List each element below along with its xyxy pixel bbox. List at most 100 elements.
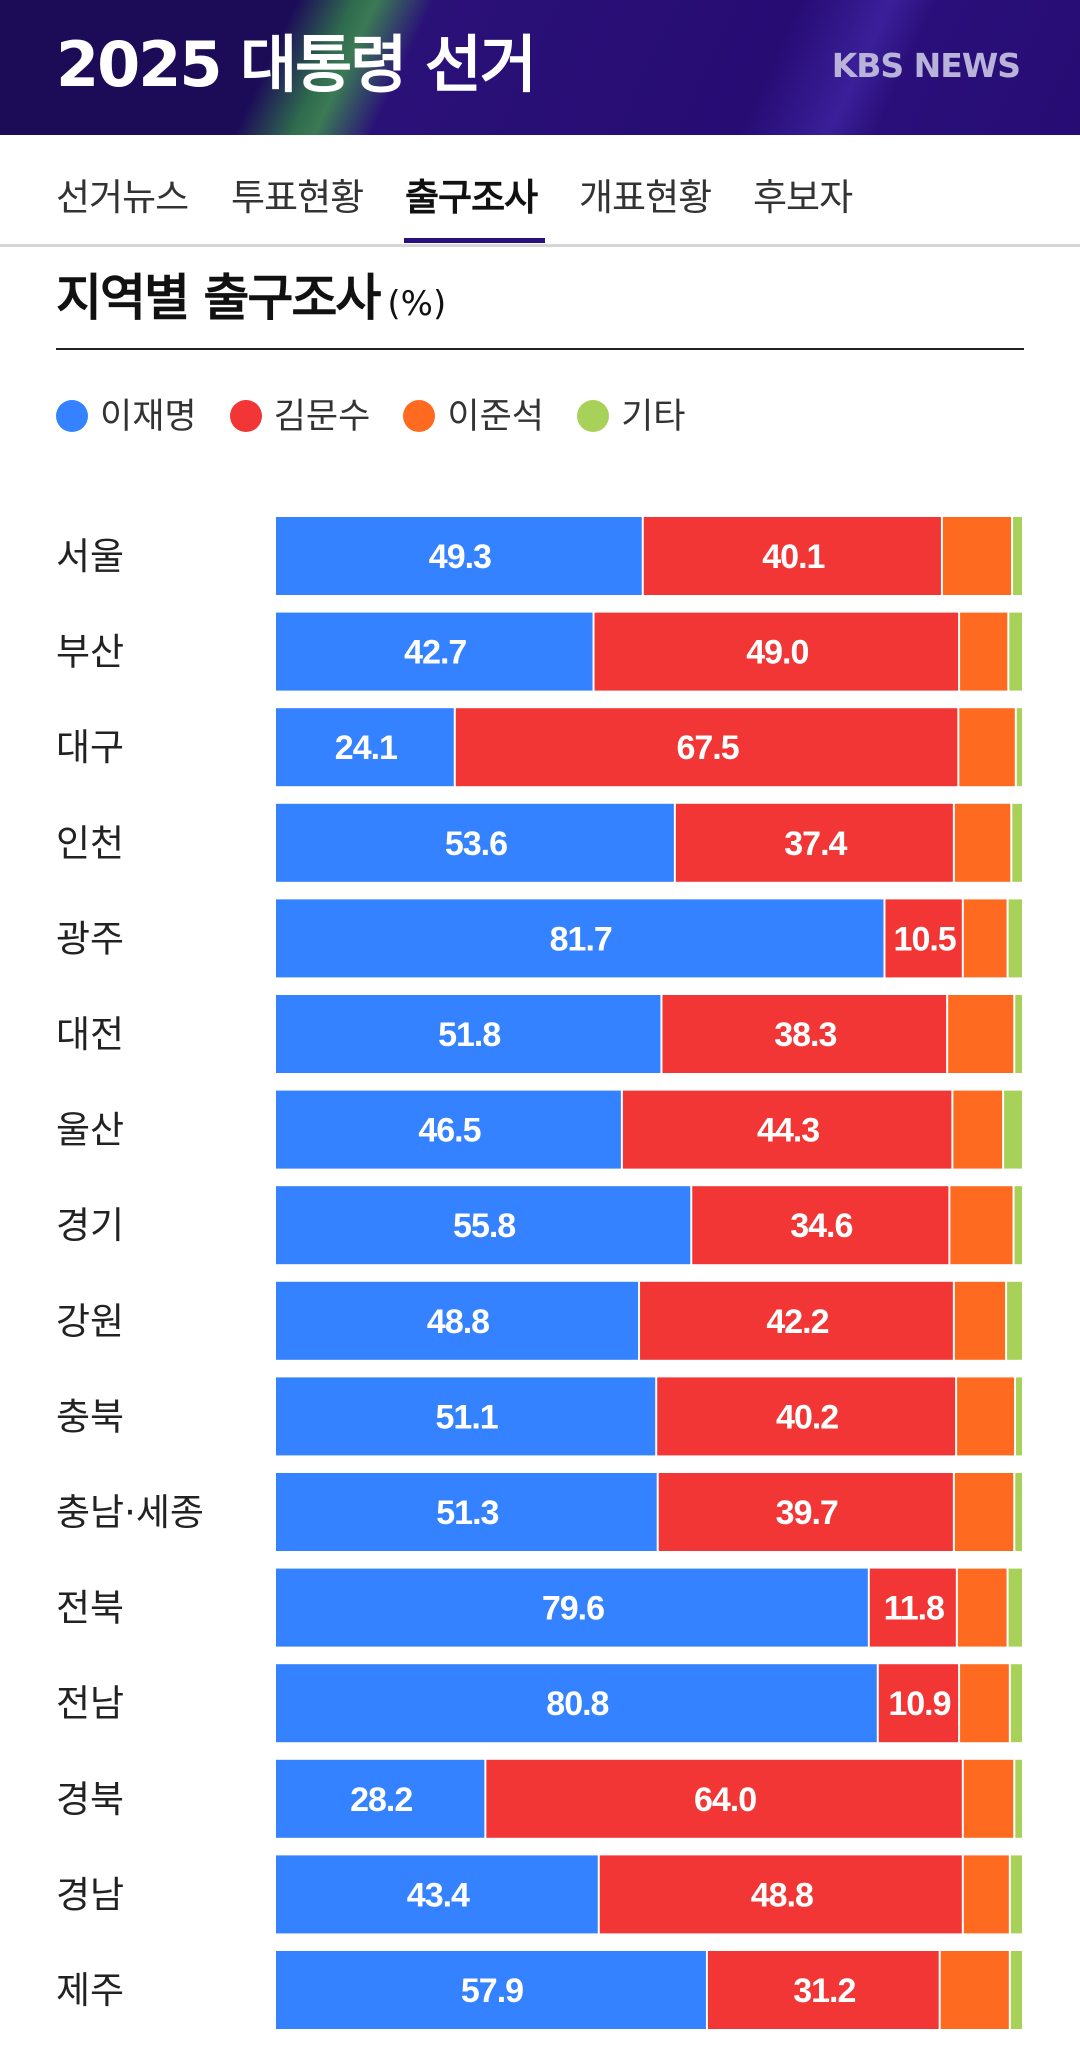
bar-segment xyxy=(940,1951,1009,2029)
legend-item-lee-jaemyung: 이재명 xyxy=(56,388,197,439)
bar-segment xyxy=(960,1664,1009,1743)
region-label: 광주 xyxy=(56,917,124,960)
bar-value-label: 37.4 xyxy=(784,825,847,863)
region-row: 강원 48.8 42.2 xyxy=(56,1281,1022,1360)
bar-value-label: 53.6 xyxy=(445,825,507,863)
legend-label: 이재명 xyxy=(100,397,197,437)
bar-value-label: 40.2 xyxy=(776,1398,838,1436)
bar-segment xyxy=(1015,1473,1022,1551)
bar-value-label: 64.0 xyxy=(694,1781,756,1819)
region-label: 제주 xyxy=(56,1969,124,2012)
app-header: 2025 대통령 선거 KBS NEWS xyxy=(0,0,1080,135)
legend-dot-icon xyxy=(403,400,436,432)
region-label: 충북 xyxy=(56,1395,124,1438)
bar-segment xyxy=(276,1664,877,1743)
active-tab-indicator xyxy=(404,238,545,243)
bar-value-label: 11.8 xyxy=(884,1590,944,1628)
region-label: 전남 xyxy=(56,1682,124,1725)
kbs-news-logo[interactable]: KBS NEWS xyxy=(831,46,1021,85)
bar-segment xyxy=(276,1759,485,1838)
bar-segment xyxy=(675,803,953,882)
region-row: 경북 28.2 64.0 xyxy=(56,1759,1022,1838)
region-row: 경남 43.4 48.8 xyxy=(56,1855,1022,1934)
bar-segment xyxy=(657,1377,956,1456)
bar-segment xyxy=(643,517,941,595)
tab-vote-count[interactable]: 개표현황 xyxy=(579,176,712,219)
legend-item-lee-junseok: 이준석 xyxy=(403,388,544,439)
region-row: 부산 42.7 49.0 xyxy=(56,612,1022,691)
region-label: 경남 xyxy=(56,1873,124,1916)
bar-segment xyxy=(276,899,884,978)
bar-segment xyxy=(486,1759,962,1838)
bar-segment xyxy=(1010,1951,1022,2029)
bar-segment xyxy=(957,1568,1007,1647)
region-label: 인천 xyxy=(56,822,124,865)
bar-value-label: 40.1 xyxy=(762,538,824,576)
region-row: 대구 24.1 67.5 xyxy=(56,708,1022,787)
bar-segment xyxy=(276,995,661,1073)
bar-value-label: 81.7 xyxy=(550,920,612,958)
region-row: 충남·세종 51.3 39.7 xyxy=(56,1473,1022,1551)
legend-label: 이준석 xyxy=(447,397,545,437)
bar-segment xyxy=(1012,803,1022,882)
legend-label: 김문수 xyxy=(273,397,371,437)
bar-value-label: 44.3 xyxy=(757,1112,819,1150)
legend-item-others: 기타 xyxy=(577,388,686,439)
bar-segment xyxy=(1014,1186,1022,1265)
bar-value-label: 43.4 xyxy=(407,1876,470,1914)
region-label: 서울 xyxy=(56,535,124,578)
bar-segment xyxy=(599,1855,962,1934)
region-row: 전북 79.6 11.8 xyxy=(56,1568,1022,1647)
bar-value-label: 51.3 xyxy=(436,1494,498,1532)
title-divider xyxy=(56,348,1024,350)
bar-segment xyxy=(276,1186,691,1265)
bar-segment xyxy=(953,1090,1003,1169)
bar-segment xyxy=(963,1855,1009,1934)
bar-segment xyxy=(954,1281,1006,1360)
region-row: 제주 57.9 31.2 xyxy=(56,1951,1022,2029)
bar-value-label: 31.2 xyxy=(793,1972,855,2010)
bar-value-label: 42.2 xyxy=(766,1303,828,1341)
bar-value-label: 24.1 xyxy=(335,729,397,767)
bar-segment xyxy=(959,708,1015,787)
bar-segment xyxy=(1008,1568,1022,1647)
bar-segment xyxy=(960,612,1008,691)
bar-value-label: 49.0 xyxy=(746,634,808,672)
tab-turnout[interactable]: 투표현황 xyxy=(231,176,364,219)
region-row: 전남 80.8 10.9 xyxy=(56,1664,1022,1743)
bar-segment xyxy=(942,517,1012,595)
bar-segment xyxy=(276,1855,598,1934)
tab-candidates[interactable]: 후보자 xyxy=(753,176,853,219)
bar-segment xyxy=(885,899,962,978)
bar-segment xyxy=(1010,1855,1022,1934)
bar-segment xyxy=(954,803,1011,882)
region-row: 인천 53.6 37.4 xyxy=(56,803,1022,882)
bar-segment xyxy=(276,1473,657,1551)
tab-exit-poll[interactable]: 출구조사 xyxy=(405,176,538,219)
section-tabs: 선거뉴스 투표현황 출구조사 개표현황 후보자 xyxy=(0,135,1080,247)
bar-value-label: 38.3 xyxy=(774,1016,836,1054)
bar-segment xyxy=(1004,1090,1022,1169)
chart-title-text: 지역별 출구조사 xyxy=(56,269,381,327)
bar-segment xyxy=(1009,612,1022,691)
region-row: 울산 46.5 44.3 xyxy=(56,1090,1022,1169)
region-label: 경기 xyxy=(56,1204,124,1247)
region-row: 경기 55.8 34.6 xyxy=(56,1186,1022,1265)
bar-value-label: 28.2 xyxy=(350,1781,412,1819)
bar-segment xyxy=(1016,1377,1022,1456)
bar-segment xyxy=(276,708,454,787)
bar-segment xyxy=(963,1759,1014,1838)
chart-legend: 이재명 김문수 이준석 기타 xyxy=(56,388,714,438)
bar-segment xyxy=(276,517,642,595)
bar-value-label: 79.6 xyxy=(542,1590,604,1628)
bar-segment xyxy=(950,1186,1013,1265)
bar-segment xyxy=(455,708,958,787)
bar-segment xyxy=(662,995,947,1073)
bar-segment xyxy=(276,803,674,882)
bar-segment xyxy=(1007,1281,1022,1360)
bar-value-label: 51.8 xyxy=(438,1016,500,1054)
tab-election-news[interactable]: 선거뉴스 xyxy=(56,176,189,219)
bar-segment xyxy=(1013,517,1022,595)
bar-value-label: 80.8 xyxy=(546,1685,608,1723)
bar-segment xyxy=(276,1090,621,1169)
